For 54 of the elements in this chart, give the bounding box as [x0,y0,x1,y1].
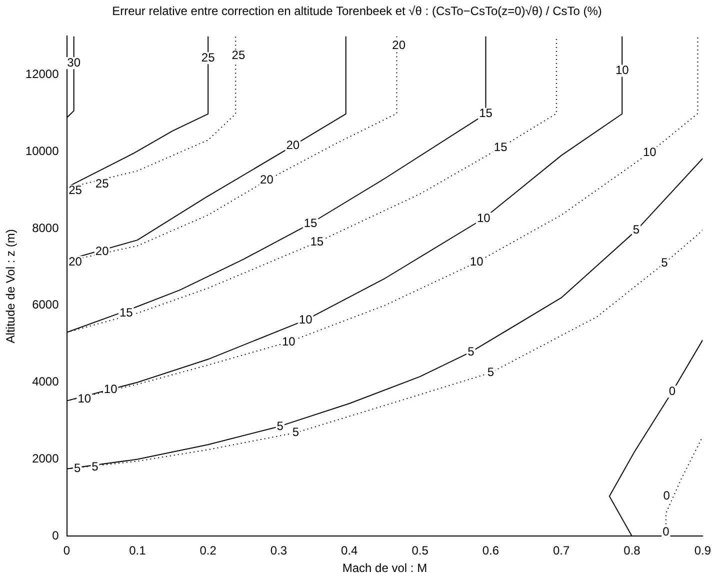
annotation: 10 [104,382,118,396]
y-axis-title: Altitude de Vol : z (m) [4,229,18,344]
annotation: 10 [470,254,484,269]
annotation: 5 [661,255,668,270]
annotation: 5 [92,459,99,474]
annotation: 5 [74,461,82,476]
x-tick-label: 0.3 [270,544,288,558]
annotation: 20 [286,138,300,152]
chart-title: Erreur relative entre correction en altitude Torenbeek et √θ : (CsTo−CsTo(z=0)√θ) / CsTo (%) [111,4,603,18]
y-tick-label: 0 [52,528,60,543]
annotation: 15 [119,305,134,320]
annotation: 0 [662,524,670,539]
annotation: 25 [201,50,216,64]
x-tick-label: 0.8 [624,544,641,558]
y-tick-label: 10000 [25,144,60,158]
annotation: 5 [632,222,640,237]
annotation: 15 [304,216,318,230]
annotation: 20 [392,38,406,52]
annotation: 25 [68,183,82,198]
annotation: 20 [95,244,110,258]
y-tick-label: 12000 [25,66,60,81]
y-tick-label: 2000 [32,452,60,466]
annotation: 20 [68,254,82,268]
y-tick-label: 8000 [32,220,60,235]
x-axis-title: Mach de vol : M [342,561,428,576]
annotation: 10 [298,312,313,326]
x-tick-label: 0.6 [482,544,500,558]
annotation: 25 [95,176,110,191]
x-tick-label: 0.9 [694,544,712,558]
x-tick-label: 0.7 [553,544,570,558]
x-tick-label: 0.2 [200,544,217,558]
annotation: 10 [642,145,657,160]
annotation: 5 [468,344,475,358]
annotation: 25 [232,48,246,62]
annotation: 10 [282,334,296,348]
annotation: 15 [494,140,508,154]
y-tick-label: 6000 [32,298,60,312]
annotation: 5 [487,365,494,380]
x-tick-label: 0 [63,544,70,558]
annotation: 10 [476,210,491,225]
annotation: 10 [615,63,630,78]
annotation: 15 [310,234,324,249]
annotation: 15 [479,106,493,120]
x-tick-label: 0.1 [129,544,146,558]
annotation: 10 [78,392,92,406]
annotation: 5 [276,418,284,433]
annotation: 0 [668,384,676,398]
x-tick-label: 0.5 [412,544,429,558]
y-tick-label: 4000 [32,374,60,389]
annotation: 30 [67,55,81,70]
annotation: 5 [292,425,300,440]
x-tick-label: 0.4 [341,544,358,558]
annotation: 20 [260,172,274,187]
annotation: 0 [663,488,670,503]
